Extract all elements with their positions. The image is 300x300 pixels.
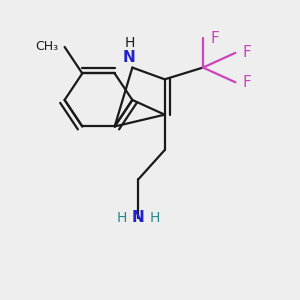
Text: N: N (123, 50, 136, 65)
Text: H: H (149, 211, 160, 225)
Text: H: H (117, 211, 127, 225)
Text: H: H (124, 35, 135, 50)
Text: N: N (132, 210, 145, 225)
Text: F: F (243, 45, 251, 60)
Text: F: F (210, 31, 219, 46)
Text: CH₃: CH₃ (36, 40, 59, 53)
Text: F: F (243, 75, 251, 90)
